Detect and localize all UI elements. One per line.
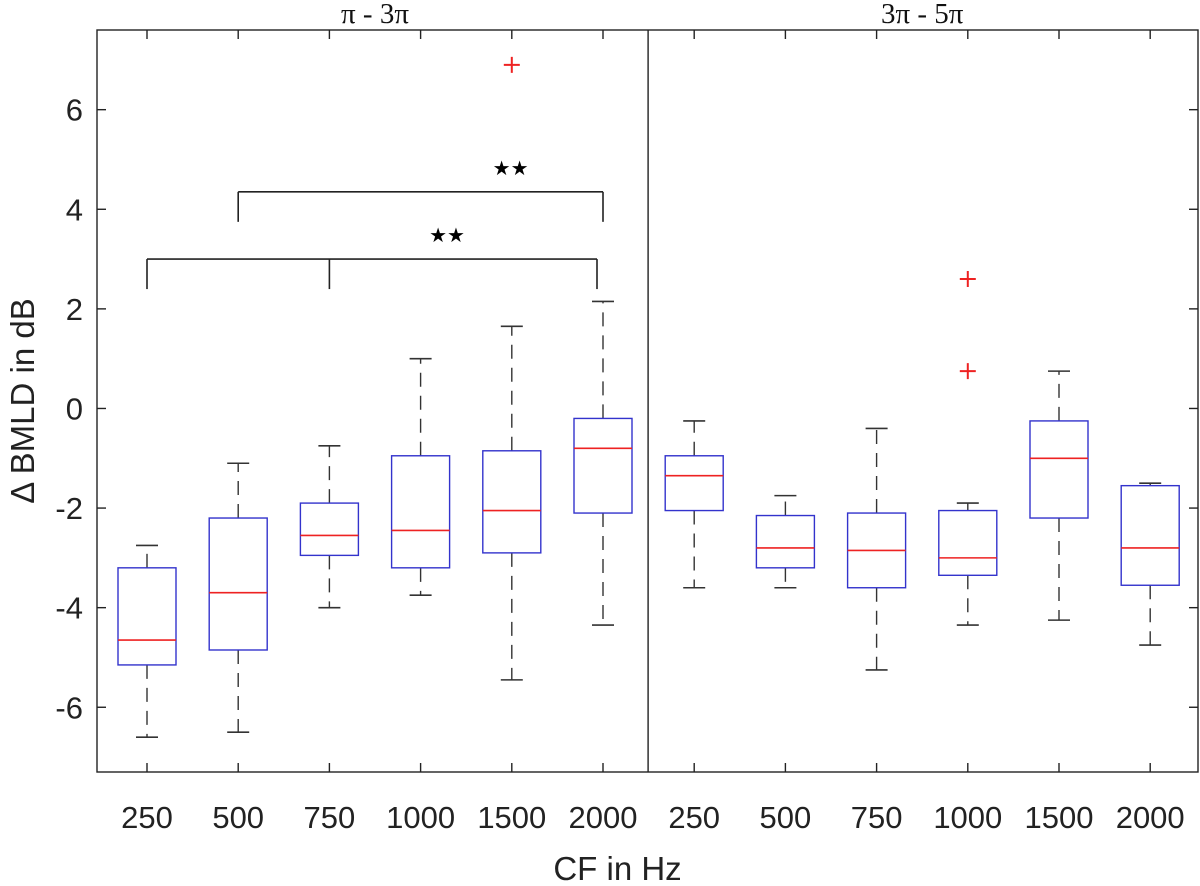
- box-group: π - 3π: [117, 0, 633, 738]
- box-plot: [846, 427, 907, 671]
- significance-stars: ★★: [493, 156, 529, 180]
- y-tick-label: -2: [55, 491, 83, 526]
- x-tick-label: 500: [760, 800, 812, 835]
- significance-annotations: ★★ ★★: [146, 156, 604, 290]
- box-iqr: [482, 450, 542, 554]
- box-iqr: [299, 502, 360, 557]
- y-tick-label: 6: [66, 93, 83, 128]
- x-tick-label: 2000: [569, 800, 638, 835]
- y-tick-label: 4: [66, 192, 83, 227]
- outlier-marker: [503, 56, 520, 73]
- x-tick-label: 750: [851, 800, 903, 835]
- group-title: π - 3π: [341, 0, 409, 30]
- y-tick-label: 0: [66, 391, 83, 426]
- box-plot: [482, 56, 542, 681]
- box-iqr: [117, 567, 177, 666]
- significance-bracket: ★★: [237, 156, 604, 222]
- y-axis-title: Δ BMLD in dB: [4, 298, 41, 503]
- y-tick-label: 2: [66, 292, 83, 327]
- group-title: 3π - 5π: [881, 0, 964, 30]
- y-axis: 6 4 2 0 -2 -4 -6: [55, 93, 1198, 725]
- y-tick-label: -6: [55, 690, 83, 725]
- box-plot: [299, 445, 360, 609]
- x-tick-label: 1000: [386, 800, 455, 835]
- x-axis: 250 500 750 1000 1500 2000 250 500 750 1000 1500 20…: [121, 30, 1185, 835]
- x-tick-label: 2000: [1116, 800, 1185, 835]
- box-iqr: [1120, 484, 1180, 586]
- box-iqr: [208, 517, 268, 651]
- significance-bracket: ★★: [146, 223, 598, 290]
- box-plot: [938, 270, 998, 626]
- box-plot: [664, 420, 724, 589]
- x-tick-label: 1500: [477, 800, 546, 835]
- box-plot: [208, 462, 268, 733]
- box-plot: [1120, 482, 1180, 646]
- box-group: 3π - 5π: [664, 0, 1180, 671]
- box-plot: [573, 300, 633, 626]
- outlier-marker: [959, 363, 976, 380]
- box-plot: [1029, 370, 1089, 621]
- box-iqr: [664, 455, 724, 512]
- box-iqr: [755, 514, 816, 569]
- x-tick-label: 250: [668, 800, 720, 835]
- x-tick-label: 500: [212, 800, 264, 835]
- box-iqr: [573, 417, 633, 514]
- box-groups: π - 3π 3π - 5π: [117, 0, 1180, 738]
- x-tick-label: 750: [304, 800, 356, 835]
- box-plot: [755, 494, 816, 589]
- box-plot: [117, 544, 177, 738]
- box-iqr: [390, 455, 451, 569]
- box-iqr: [938, 509, 998, 576]
- box-plot: [390, 357, 451, 597]
- x-tick-label: 250: [121, 800, 173, 835]
- box-iqr: [1029, 420, 1089, 519]
- outlier-marker: [959, 270, 976, 287]
- y-tick-label: -4: [55, 591, 83, 626]
- x-tick-label: 1000: [933, 800, 1002, 835]
- significance-stars: ★★: [429, 223, 465, 247]
- plot-frame: [96, 29, 1199, 773]
- x-axis-title: CF in Hz: [553, 850, 681, 886]
- x-tick-label: 1500: [1025, 800, 1094, 835]
